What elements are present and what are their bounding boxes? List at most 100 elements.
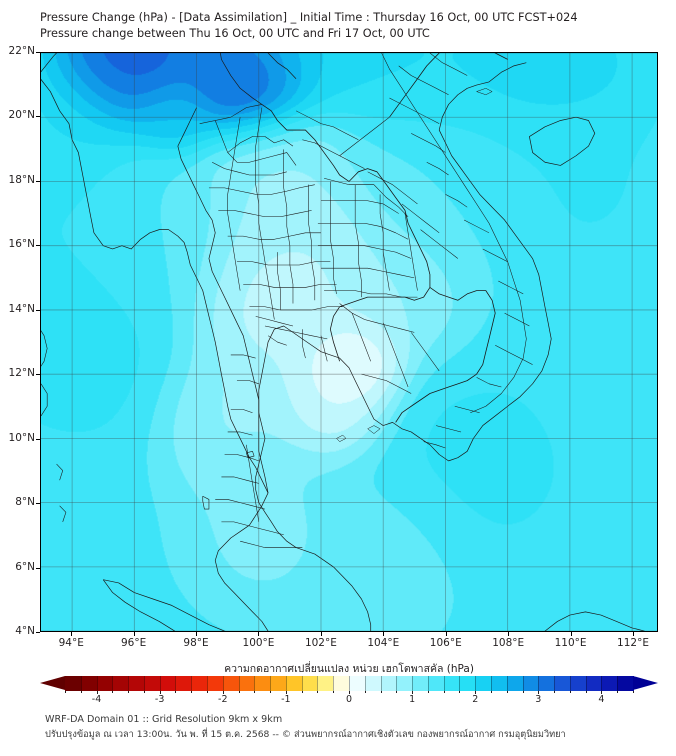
- colorbar-tick-label: -1: [281, 694, 291, 705]
- x-axis-tick: [633, 632, 635, 636]
- colorbar-minor-tick: [317, 691, 319, 693]
- colorbar-segment: [380, 676, 397, 691]
- x-axis-tick-label: 106°E: [429, 637, 462, 649]
- colorbar-segment-divider: [522, 676, 524, 691]
- colorbar-segment-divider: [380, 676, 382, 691]
- x-axis-tick-label: 104°E: [367, 637, 400, 649]
- colorbar-minor-tick: [633, 691, 634, 693]
- colorbar-minor-tick: [301, 691, 303, 693]
- colorbar-minor-tick: [459, 691, 461, 693]
- x-axis-tick: [320, 632, 322, 636]
- colorbar-minor-tick: [143, 691, 145, 693]
- colorbar-segment: [475, 676, 492, 691]
- colorbar-segment-divider: [143, 676, 145, 691]
- y-axis-tick-label: 4°N: [15, 625, 35, 637]
- colorbar-segment-divider: [601, 676, 603, 691]
- colorbar-segment: [364, 676, 382, 691]
- colorbar-segment: [96, 676, 113, 691]
- colorbar-segment: [143, 676, 161, 691]
- colorbar-major-tick: [412, 691, 414, 694]
- colorbar-gradient: [65, 676, 634, 691]
- x-axis-tick-label: 94°E: [58, 637, 84, 649]
- colorbar-major-tick: [475, 691, 477, 694]
- colorbar-segment-divider: [443, 676, 445, 691]
- colorbar-minor-tick: [207, 691, 208, 693]
- colorbar-minor-tick: [128, 691, 130, 693]
- colorbar-segment-divider: [159, 676, 161, 691]
- colorbar-minor-tick: [585, 691, 587, 693]
- colorbar-segment-divider: [475, 676, 477, 691]
- colorbar-segment: [128, 676, 145, 691]
- y-axis-tick: [36, 245, 40, 247]
- colorbar-tick-label: 3: [535, 694, 542, 705]
- colorbar-major-tick: [285, 691, 287, 694]
- colorbar-segment-divider: [270, 676, 272, 691]
- colorbar-tick-label: 2: [472, 694, 479, 705]
- colorbar-segment-divider: [412, 676, 414, 691]
- colorbar-tick-label: 0: [345, 694, 353, 705]
- colorbar-minor-tick: [65, 691, 66, 693]
- colorbar-tick-label: 1: [409, 694, 416, 705]
- colorbar-segment-divider: [191, 676, 193, 691]
- x-axis-tick-label: 102°E: [304, 637, 337, 649]
- footer-credit: ปรับปรุงข้อมูล ณ เวลา 13:00น. วัน พ. ที่…: [45, 729, 566, 740]
- colorbar-segment-divider: [128, 676, 130, 691]
- y-axis-tick-label: 22°N: [8, 45, 35, 57]
- colorbar-minor-tick: [270, 691, 272, 693]
- colorbar-segment-divider: [175, 676, 177, 691]
- y-axis-tick-label: 20°N: [8, 109, 35, 122]
- colorbar-segment-divider: [96, 676, 98, 691]
- y-axis-tick-label: 16°N: [8, 238, 35, 251]
- colorbar-major-tick: [159, 691, 161, 694]
- colorbar-segment: [159, 676, 177, 691]
- colorbar-segment: [349, 676, 366, 691]
- y-axis-tick: [36, 632, 40, 633]
- y-axis-tick: [36, 52, 40, 53]
- colorbar-major-tick: [538, 691, 540, 694]
- chart-title-line2: Pressure change between Thu 16 Oct, 00 U…: [40, 26, 430, 40]
- colorbar-segment: [222, 676, 240, 691]
- colorbar-segment: [585, 676, 603, 691]
- colorbar-segment: [427, 676, 445, 691]
- colorbar-segment-divider: [317, 676, 319, 691]
- colorbar-segment: [491, 676, 508, 691]
- x-axis-tick-label: 100°E: [242, 637, 275, 649]
- colorbar-minor-tick: [522, 691, 524, 693]
- colorbar-minor-tick: [238, 691, 240, 693]
- colorbar-minor-tick: [254, 691, 256, 693]
- colorbar-segment: [412, 676, 429, 691]
- colorbar-segment: [538, 676, 555, 691]
- colorbar-segment-divider: [491, 676, 492, 691]
- colorbar-minor-tick: [427, 691, 429, 693]
- colorbar-major-tick: [96, 691, 98, 694]
- colorbar-title: ความกดอากาศเปลี่ยนแปลง หน่วย เฮกโตพาสคัล…: [224, 663, 474, 675]
- colorbar-segment-divider: [538, 676, 540, 691]
- y-axis-tick: [36, 374, 40, 376]
- colorbar-minor-tick: [364, 691, 366, 693]
- colorbar-segment-divider: [349, 676, 350, 691]
- colorbar-segment: [443, 676, 461, 691]
- colorbar-segment: [333, 676, 350, 691]
- colorbar-segment: [270, 676, 287, 691]
- footer: WRF-DA Domain 01 :: Grid Resolution 9km …: [45, 712, 665, 742]
- colorbar-extend-low-arrow: [40, 676, 65, 690]
- colorbar-tick-label: -3: [154, 694, 165, 705]
- colorbar-segment-divider: [506, 676, 508, 691]
- y-axis-tick-label: 18°N: [8, 173, 35, 186]
- colorbar-segment: [459, 676, 476, 691]
- colorbar-major-tick: [222, 691, 224, 694]
- y-axis-tick-label: 8°N: [15, 496, 35, 509]
- colorbar-segment-divider: [396, 676, 398, 691]
- colorbar-segment: [317, 676, 334, 691]
- colorbar-segment: [238, 676, 255, 691]
- colorbar-segment-divider: [222, 676, 224, 691]
- x-axis-tick: [570, 632, 572, 636]
- colorbar-segment: [254, 676, 271, 691]
- colorbar-body: [40, 676, 658, 691]
- colorbar-segment: [175, 676, 192, 691]
- colorbar-minor-tick: [191, 691, 193, 693]
- colorbar-segment-divider: [207, 676, 208, 691]
- colorbar-segment: [554, 676, 571, 691]
- colorbar-minor-tick: [112, 691, 114, 693]
- y-axis-tick: [36, 180, 40, 182]
